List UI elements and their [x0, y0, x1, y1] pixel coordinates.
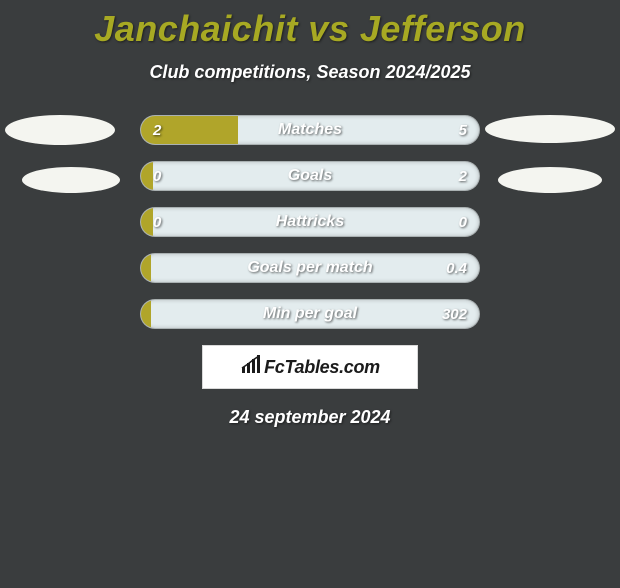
left-player-ellipse-bottom	[22, 167, 120, 193]
stat-bar-row: Hattricks0 0	[140, 207, 480, 237]
footer-date: 24 september 2024	[0, 407, 620, 428]
stat-bar-row: Min per goal302	[140, 299, 480, 329]
stat-bar-left-fill	[141, 208, 153, 236]
stat-bar-left-fill	[141, 254, 151, 282]
stat-bars: Matches25Goals02Hattricks00Goals per mat…	[140, 115, 480, 329]
brand-box: FcTables.com	[202, 345, 418, 389]
stat-bar-right-value: 5	[459, 116, 467, 144]
left-player-ellipse-top	[5, 115, 115, 145]
right-player-ellipse-top	[485, 115, 615, 143]
brand-chart-icon	[240, 355, 264, 380]
page-subtitle: Club competitions, Season 2024/2025	[0, 62, 620, 83]
stat-bar-right-value: 2	[459, 162, 467, 190]
brand-text: FcTables.com	[264, 357, 380, 378]
stat-bar-label: Goals	[141, 162, 479, 190]
stat-bar-row: Goals per match0.4	[140, 253, 480, 283]
stat-bar-right-value: 302	[442, 300, 467, 328]
comparison-arena: Matches25Goals02Hattricks00Goals per mat…	[0, 115, 620, 428]
stat-bar-row: Matches25	[140, 115, 480, 145]
stat-bar-left-fill	[141, 300, 151, 328]
stat-bar-label: Goals per match	[141, 254, 479, 282]
stat-bar-left-fill	[141, 162, 153, 190]
page-title: Janchaichit vs Jefferson	[0, 8, 620, 50]
stat-bar-label: Min per goal	[141, 300, 479, 328]
stat-bar-right-value: 0.4	[446, 254, 467, 282]
stat-bar-left-value: 0	[153, 208, 161, 236]
stat-bar-left-value: 0	[153, 162, 161, 190]
right-player-ellipse-bottom	[498, 167, 602, 193]
stat-bar-left-fill	[141, 116, 238, 144]
stat-bar-row: Goals0 2	[140, 161, 480, 191]
stat-bar-right-value: 0	[459, 208, 467, 236]
stat-bar-label: Hattricks	[141, 208, 479, 236]
